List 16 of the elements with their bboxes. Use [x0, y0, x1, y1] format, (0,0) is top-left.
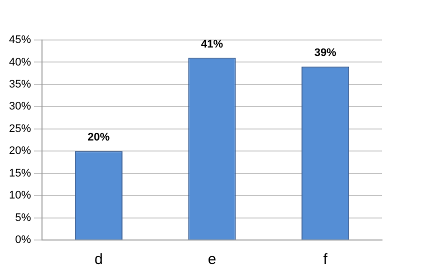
- y-tick-label: 25%: [8, 122, 32, 135]
- y-tick-label: 40%: [8, 56, 32, 68]
- data-label: 41%: [200, 38, 224, 50]
- x-tick-label: d: [94, 251, 103, 268]
- y-tick-label: 20%: [8, 145, 32, 158]
- y-tick-label: 10%: [8, 190, 32, 202]
- y-tick-label: 30%: [8, 100, 32, 113]
- data-label: 39%: [314, 47, 337, 60]
- y-tick-label: 35%: [8, 78, 32, 90]
- x-tick-label: e: [208, 251, 216, 268]
- x-tick-label: f: [323, 251, 328, 268]
- data-label: 20%: [88, 132, 110, 144]
- y-tick-label: 0%: [15, 234, 32, 246]
- y-tick-label: 45%: [8, 34, 32, 46]
- y-tick-label: 5%: [15, 212, 32, 224]
- y-tick-label: 15%: [8, 167, 32, 180]
